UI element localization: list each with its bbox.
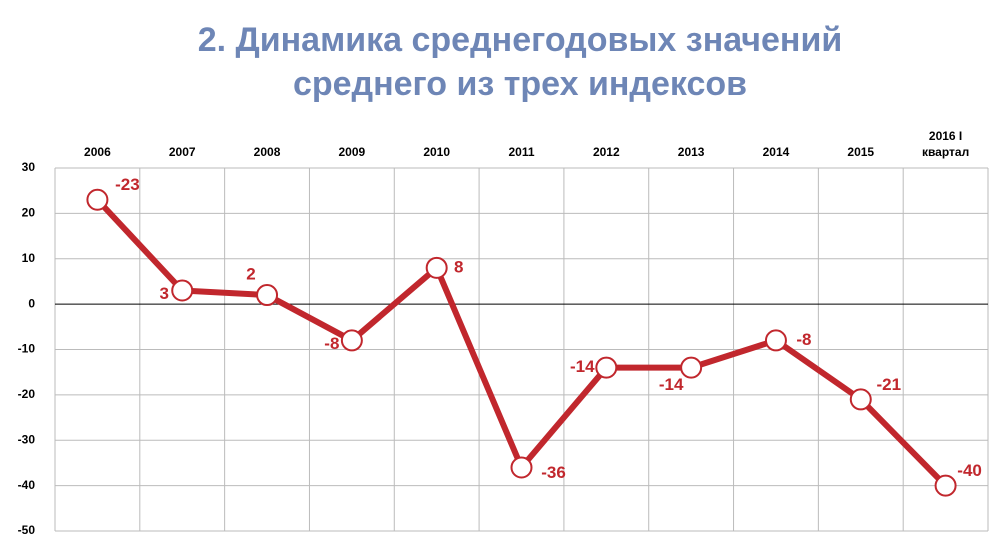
marker <box>510 456 533 479</box>
y-tick-label: -30 <box>18 432 36 446</box>
x-tick-label: 2015 <box>847 145 875 159</box>
marker <box>425 256 448 279</box>
x-tick-label: 2016 I квартал <box>921 129 970 159</box>
marker <box>595 356 618 379</box>
x-tick-label: 2007 <box>168 145 196 159</box>
x-tick-label: 2011 <box>508 145 535 159</box>
data-label: -36 <box>541 463 566 482</box>
data-label: 3 <box>159 284 168 303</box>
data-label: -8 <box>324 334 339 353</box>
marker <box>256 284 279 307</box>
data-label: -14 <box>570 357 595 376</box>
chart-title: 2. Динамика среднегодовых значений средн… <box>197 21 843 103</box>
data-label: -8 <box>796 330 811 349</box>
y-tick-label: -20 <box>18 387 36 401</box>
marker <box>764 329 787 352</box>
y-tick-label: -50 <box>18 523 36 537</box>
marker <box>680 356 703 379</box>
y-tick-label: 30 <box>22 160 36 174</box>
marker <box>849 388 872 411</box>
data-label: -14 <box>659 375 684 394</box>
data-label: -23 <box>115 175 140 194</box>
x-tick-label: 2009 <box>338 145 366 159</box>
y-tick-label: 0 <box>28 296 35 310</box>
x-tick-label: 2014 <box>762 145 790 159</box>
x-tick-label: 2008 <box>253 145 281 159</box>
x-tick-label: 2013 <box>677 145 705 159</box>
y-tick-label: -40 <box>18 478 36 492</box>
marker <box>86 188 109 211</box>
x-tick-label: 2010 <box>423 145 451 159</box>
data-label: -21 <box>876 375 901 394</box>
marker <box>171 279 194 302</box>
y-tick-label: 10 <box>22 251 36 265</box>
x-tick-label: 2006 <box>84 145 111 159</box>
data-label: 2 <box>246 265 255 284</box>
data-label: 8 <box>454 257 463 276</box>
marker <box>340 329 363 352</box>
y-tick-label: -10 <box>18 342 36 356</box>
marker <box>934 474 957 497</box>
x-tick-label: 2012 <box>592 145 620 159</box>
y-tick-label: 20 <box>22 206 36 220</box>
data-label: -40 <box>957 461 982 480</box>
